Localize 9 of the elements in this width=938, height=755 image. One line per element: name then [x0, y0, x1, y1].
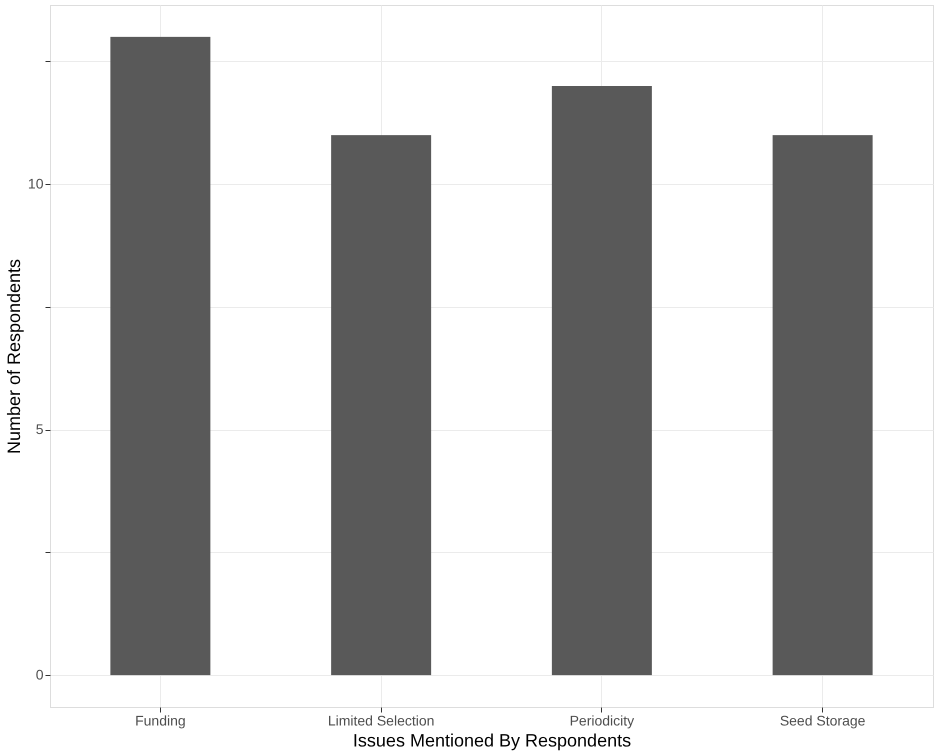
y-axis-title: Number of Respondents: [4, 258, 24, 454]
x-axis-title: Issues Mentioned By Respondents: [352, 730, 632, 750]
y-tick-label: 5: [36, 421, 44, 438]
x-tick-label: Seed Storage: [780, 712, 866, 728]
x-tick-label: Periodicity: [570, 712, 634, 728]
x-tick-label: Funding: [135, 712, 186, 728]
y-tick-label: 0: [36, 666, 44, 683]
y-tick-label: 10: [28, 176, 44, 192]
x-tick-label: Limited Selection: [328, 712, 434, 728]
